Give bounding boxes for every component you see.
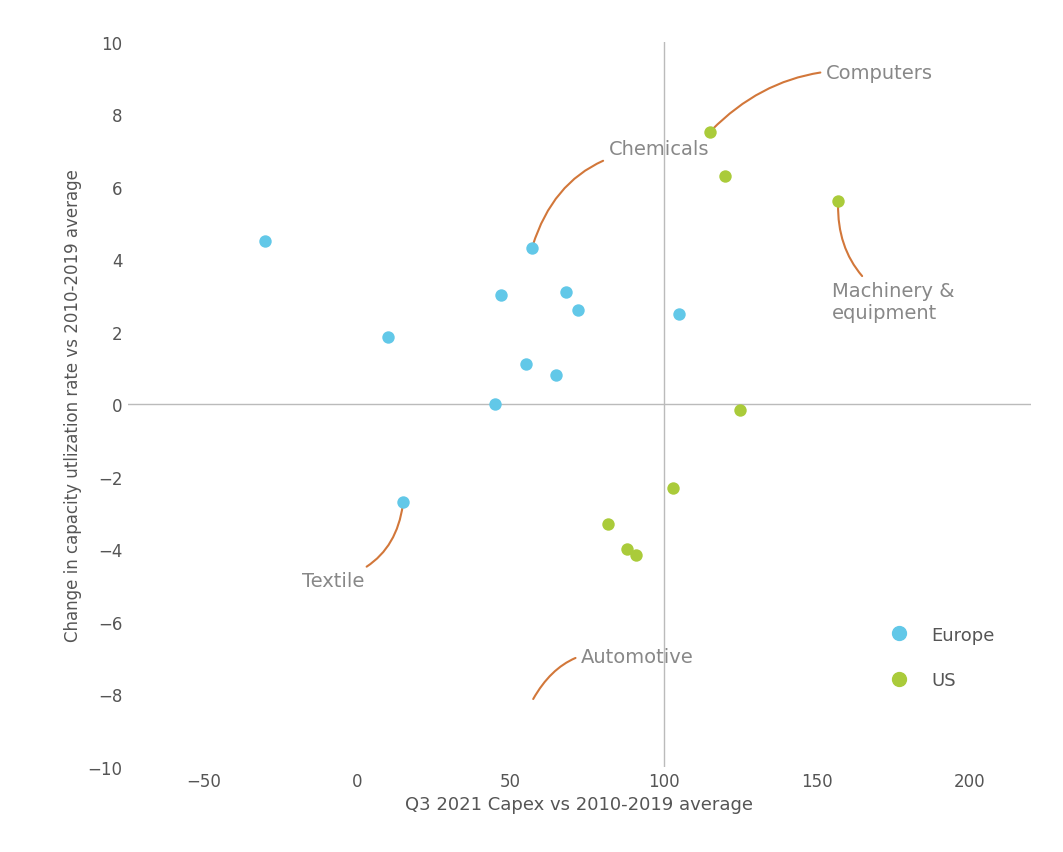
Text: Automotive: Automotive: [534, 648, 694, 699]
Legend: Europe, US: Europe, US: [863, 608, 1013, 707]
Point: [829, 195, 846, 209]
Point: [664, 481, 681, 495]
Point: [701, 126, 718, 140]
Point: [600, 517, 617, 531]
Point: [731, 403, 748, 417]
Point: [493, 289, 510, 302]
Point: [557, 285, 574, 299]
X-axis label: Q3 2021 Capex vs 2010-2019 average: Q3 2021 Capex vs 2010-2019 average: [405, 795, 754, 813]
Point: [523, 242, 540, 256]
Point: [487, 398, 504, 412]
Point: [257, 235, 274, 249]
Point: [716, 170, 733, 183]
Point: [671, 308, 688, 321]
Text: Machinery &
equipment: Machinery & equipment: [832, 204, 955, 323]
Point: [379, 331, 396, 344]
Y-axis label: Change in capacity utlization rate vs 2010-2019 average: Change in capacity utlization rate vs 20…: [64, 169, 82, 641]
Point: [570, 304, 587, 318]
Point: [518, 358, 535, 371]
Point: [394, 496, 411, 509]
Point: [547, 369, 564, 383]
Text: Textile: Textile: [302, 505, 403, 590]
Point: [619, 543, 636, 556]
Point: [627, 548, 644, 561]
Text: Computers: Computers: [711, 63, 933, 131]
Text: Chemicals: Chemicals: [533, 140, 709, 246]
